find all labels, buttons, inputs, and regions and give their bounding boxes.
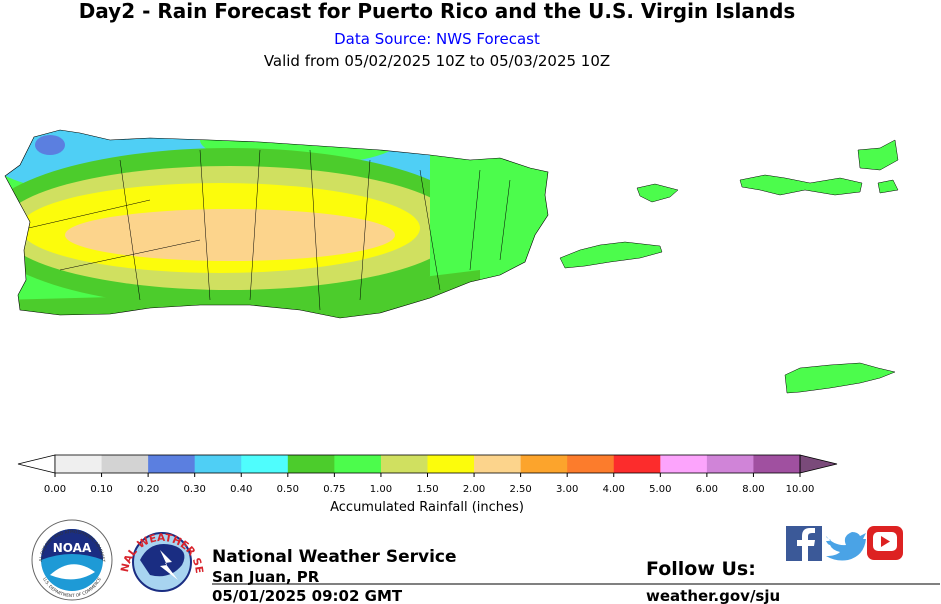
- colorbar-tick-label: 0.50: [277, 484, 299, 495]
- colorbar-tick-label: 0.75: [323, 484, 345, 495]
- colorbar-tick-label: 1.00: [370, 484, 392, 495]
- colorbar-tick-label: 0.10: [90, 484, 112, 495]
- colorbar: 0.00 0.10 0.20 0.30 0.40 0.50 0.75 1.00 1.50 2.00…: [17, 454, 838, 495]
- colorbar-under: [17, 454, 56, 474]
- colorbar-bin: [55, 455, 102, 473]
- colorbar-tick-label: 4.00: [603, 484, 625, 495]
- office-location: San Juan, PR: [212, 568, 320, 586]
- youtube-icon[interactable]: [867, 526, 903, 560]
- puerto-rico: [5, 130, 548, 318]
- colorbar-tick-label: 0.40: [230, 484, 252, 495]
- colorbar-tick-label: 6.00: [696, 484, 718, 495]
- follow-us: Follow Us:: [646, 558, 756, 580]
- colorbar-tick-label: 2.50: [509, 484, 531, 495]
- colorbar-tick-label: 2.00: [463, 484, 485, 495]
- website[interactable]: weather.gov/sju: [646, 587, 780, 604]
- colorbar-bin: [194, 455, 242, 473]
- colorbar-bin: [753, 455, 801, 473]
- colorbar-bin: [148, 455, 195, 473]
- colorbar-tick-label: 3.00: [556, 484, 578, 495]
- noaa-text: NOAA: [53, 541, 92, 555]
- colorbar-label: Accumulated Rainfall (inches): [330, 500, 524, 515]
- office-name: National Weather Service: [212, 547, 457, 567]
- colorbar-bin: [660, 455, 708, 473]
- colorbar-tick-label: 8.00: [742, 484, 764, 495]
- colorbar-tick-label: 10.00: [786, 484, 815, 495]
- colorbar-bin: [613, 455, 661, 473]
- colorbar-bin: [241, 455, 289, 473]
- valid-time: Valid from 05/02/2025 10Z to 05/03/2025 …: [264, 52, 610, 70]
- colorbar-bin: [474, 455, 521, 473]
- issued-time: 05/01/2025 09:02 GMT: [212, 587, 403, 604]
- colorbar-tick-label: 0.30: [184, 484, 206, 495]
- colorbar-bin: [287, 455, 335, 473]
- twitter-icon[interactable]: [826, 532, 866, 561]
- colorbar-bin: [101, 455, 149, 473]
- colorbar-bin: [380, 455, 428, 473]
- colorbar-bin: [334, 455, 382, 473]
- colorbar-bin: [706, 455, 754, 473]
- title: Day2 - Rain Forecast for Puerto Rico and…: [79, 0, 796, 23]
- colorbar-bin: [427, 455, 475, 473]
- islands: [559, 139, 899, 394]
- colorbar-bin: [567, 455, 615, 473]
- data-source: Data Source: NWS Forecast: [334, 30, 540, 48]
- colorbar-tick-label: 5.00: [649, 484, 671, 495]
- facebook-icon[interactable]: [786, 526, 822, 561]
- colorbar-tick-label: 1.50: [416, 484, 438, 495]
- colorbar-over: [799, 454, 838, 474]
- colorbar-tick-label: 0.20: [137, 484, 159, 495]
- puerto-rico-outline: [4, 129, 549, 319]
- colorbar-tick-label: 0.00: [44, 484, 66, 495]
- colorbar-bin: [520, 455, 568, 473]
